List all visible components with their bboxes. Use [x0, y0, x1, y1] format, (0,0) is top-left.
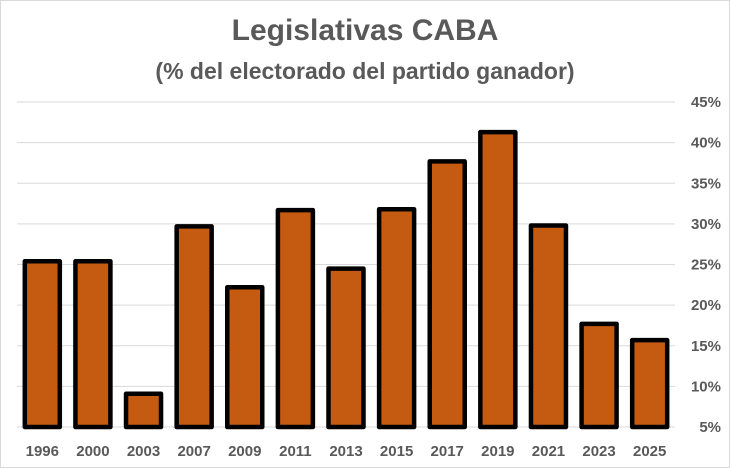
y-tick-label: 45%	[691, 94, 721, 111]
bar	[326, 266, 366, 430]
y-tick-label: 10%	[691, 378, 721, 395]
x-tick-label: 1996	[26, 443, 59, 460]
y-tick-label: 35%	[691, 175, 721, 192]
bar	[22, 259, 63, 430]
chart-title: Legislativas CABA	[231, 14, 499, 47]
x-tick-label: 2003	[127, 443, 160, 460]
x-tick-label: 2019	[481, 443, 514, 460]
bar	[427, 159, 467, 430]
bar	[225, 285, 265, 430]
bar	[478, 129, 518, 430]
x-tick-label: 2025	[633, 443, 666, 460]
y-tick-label: 15%	[691, 338, 721, 355]
bar	[579, 321, 619, 430]
x-tick-label: 2007	[177, 443, 210, 460]
x-tick-label: 2013	[329, 443, 362, 460]
bar	[73, 259, 113, 430]
bar	[123, 391, 164, 430]
x-tick-label: 2021	[532, 443, 565, 460]
chart-subtitle: (% del electorado del partido ganador)	[155, 58, 575, 84]
y-tick-label: 5%	[699, 419, 721, 436]
bar	[376, 207, 417, 430]
bar	[629, 337, 670, 430]
x-tick-label: 2009	[228, 443, 261, 460]
y-tick-label: 20%	[691, 297, 721, 314]
y-tick-label: 40%	[691, 135, 721, 152]
bar	[528, 223, 569, 430]
x-tick-label: 2000	[76, 443, 109, 460]
y-tick-label: 30%	[691, 216, 721, 233]
x-tick-label: 2011	[279, 443, 312, 460]
y-tick-label: 25%	[691, 257, 721, 274]
x-tick-label: 2015	[380, 443, 413, 460]
bar	[275, 207, 316, 430]
bar	[174, 224, 214, 430]
x-tick-label: 2023	[582, 443, 615, 460]
x-tick-label: 2017	[431, 443, 464, 460]
